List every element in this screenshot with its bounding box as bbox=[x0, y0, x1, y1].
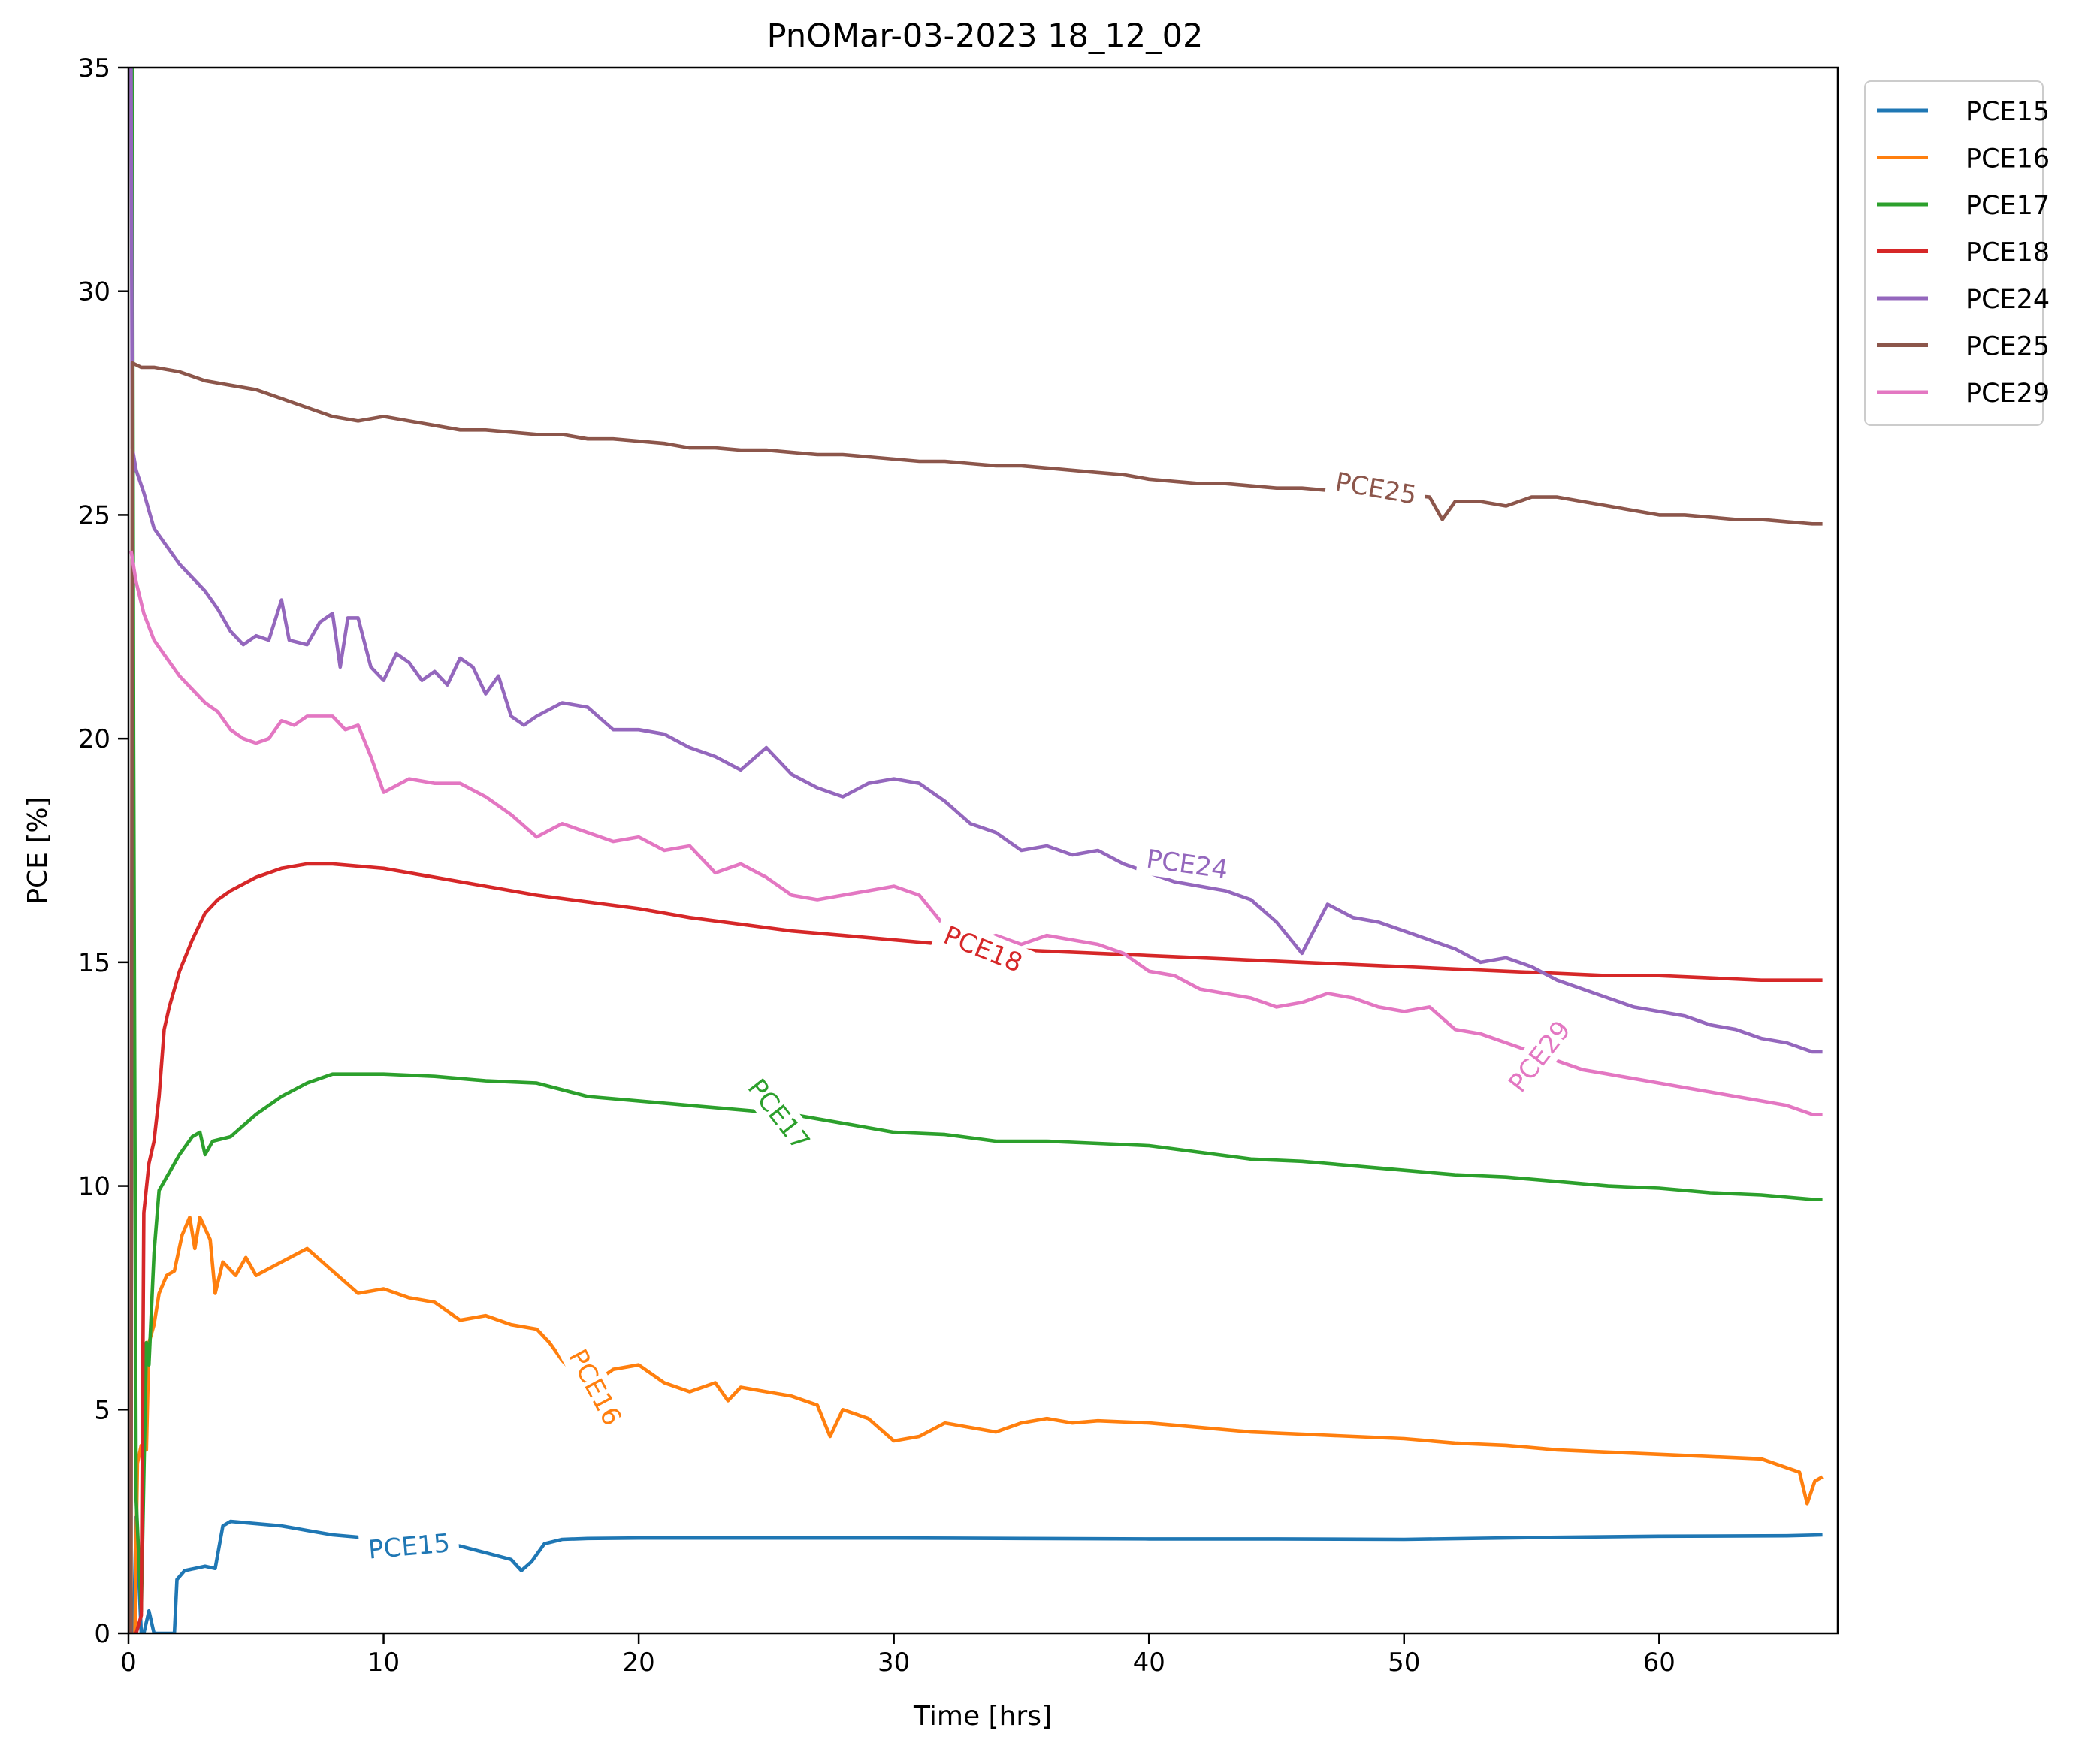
series-line-pce24 bbox=[129, 68, 1823, 1054]
x-tick-label: 10 bbox=[367, 1648, 400, 1678]
inline-label-knockout bbox=[735, 1065, 823, 1164]
legend-label-pce25: PCE25 bbox=[1966, 332, 2050, 362]
inline-label-text: PCE15 bbox=[367, 1528, 452, 1565]
y-tick-label: 0 bbox=[94, 1619, 110, 1649]
inline-label-knockout bbox=[557, 1335, 633, 1439]
legend-frame bbox=[1864, 80, 2044, 426]
inline-label-knockout bbox=[1495, 1007, 1583, 1106]
chart-title: PnOMar-03-2023 18_12_02 bbox=[767, 17, 1204, 55]
series-line-pce29 bbox=[129, 550, 1823, 1116]
legend-label-pce29: PCE29 bbox=[1966, 379, 2050, 409]
x-tick-label: 20 bbox=[622, 1648, 654, 1678]
y-axis-title: PCE [%] bbox=[23, 796, 53, 904]
legend-label-pce15: PCE15 bbox=[1966, 97, 2050, 127]
y-tick-label: 20 bbox=[78, 724, 110, 754]
x-tick-label: 40 bbox=[1133, 1648, 1165, 1678]
x-axis: 0 10 20 30 40 50 60 bbox=[120, 1633, 1675, 1678]
legend-label-pce24: PCE24 bbox=[1966, 285, 2050, 315]
x-tick-label: 50 bbox=[1388, 1648, 1420, 1678]
inline-label-knockout bbox=[358, 1525, 461, 1567]
y-tick-label: 10 bbox=[78, 1172, 110, 1202]
legend: PCE15 PCE16 PCE17 PCE18 PCE24 PCE25 PCE29 bbox=[1864, 80, 2050, 426]
series-line-pce18 bbox=[133, 862, 1823, 1633]
legend-label-pce16: PCE16 bbox=[1966, 144, 2050, 174]
inline-label-pce15: PCE15 bbox=[358, 1525, 461, 1567]
inline-label-knockout bbox=[1324, 463, 1428, 513]
y-tick-label: 15 bbox=[78, 948, 110, 978]
x-axis-title: Time [hrs] bbox=[913, 1701, 1052, 1732]
inline-label-knockout bbox=[931, 914, 1035, 983]
x-tick-label: 30 bbox=[878, 1648, 910, 1678]
x-tick-label: 60 bbox=[1643, 1648, 1675, 1678]
legend-label-pce17: PCE17 bbox=[1966, 191, 2050, 221]
series-line-pce25 bbox=[129, 361, 1823, 1633]
series-layer bbox=[129, 68, 1824, 1633]
series-line-pce16 bbox=[133, 1216, 1824, 1633]
legend-entries: PCE15 PCE16 PCE17 PCE18 PCE24 PCE25 PCE29 bbox=[1877, 97, 2050, 409]
inline-label-knockout bbox=[1135, 840, 1239, 887]
y-tick-label: 5 bbox=[94, 1395, 110, 1425]
legend-label-pce18: PCE18 bbox=[1966, 238, 2050, 268]
y-tick-label: 30 bbox=[78, 277, 110, 307]
series-line-pce17 bbox=[129, 68, 1823, 1613]
x-tick-label: 0 bbox=[120, 1648, 137, 1678]
y-axis: 0 5 10 15 20 25 30 35 bbox=[78, 53, 128, 1649]
y-tick-label: 35 bbox=[78, 53, 110, 83]
plot-frame bbox=[127, 66, 1839, 1635]
y-tick-label: 25 bbox=[78, 500, 110, 530]
